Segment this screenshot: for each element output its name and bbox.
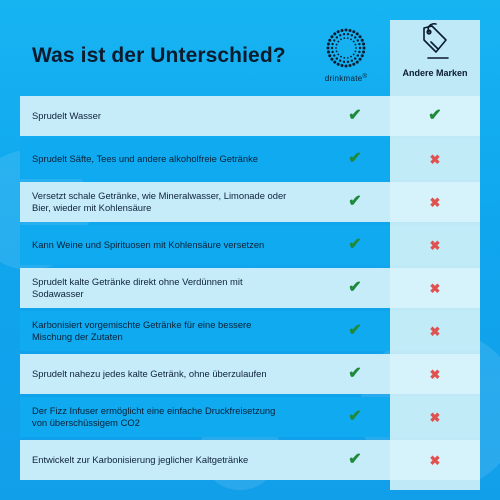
- drinkmate-cell: ✔: [320, 139, 390, 179]
- drinkmate-cell: ✔: [320, 268, 390, 308]
- check-icon: ✔: [348, 451, 362, 468]
- cross-icon: ✖: [429, 409, 441, 425]
- drinkmate-cell: ✔: [320, 225, 390, 265]
- check-icon: ✔: [348, 150, 362, 167]
- feature-text: Kann Weine und Spirituosen mit Kohlensäu…: [32, 239, 265, 250]
- drinkmate-cell: ✔: [320, 354, 390, 394]
- other-brands-label: Andere Marken: [402, 68, 468, 78]
- other-brands-cell: ✔: [390, 96, 480, 136]
- price-tag-icon: [423, 23, 449, 59]
- check-icon: ✔: [348, 408, 362, 425]
- other-brands-cell: ✖: [390, 139, 480, 179]
- drinkmate-brand-name: drinkmate®: [324, 74, 368, 83]
- cross-icon: ✖: [429, 151, 441, 167]
- cross-icon: ✖: [429, 452, 441, 468]
- feature-text: Sprudelt Wasser: [32, 110, 101, 121]
- table-row: Karbonisiert vorgemischte Getränke für e…: [20, 311, 480, 351]
- feature-text: Sprudelt Säfte, Tees und andere alkoholf…: [32, 153, 259, 164]
- cross-icon: ✖: [429, 366, 441, 382]
- table-row: Entwickelt zur Karbonisierung jeglicher …: [20, 440, 480, 480]
- other-brands-cell: ✖: [390, 182, 480, 222]
- table-row: Sprudelt nahezu jedes kalte Getränk, ohn…: [20, 354, 480, 394]
- feature-text: Karbonisiert vorgemischte Getränke für e…: [32, 319, 252, 342]
- feature-text: Entwickelt zur Karbonisierung jeglicher …: [32, 454, 249, 465]
- drinkmate-cell: ✔: [320, 397, 390, 437]
- check-icon: ✔: [348, 322, 362, 339]
- feature-text: Sprudelt nahezu jedes kalte Getränk, ohn…: [32, 368, 267, 379]
- drinkmate-cell: ✔: [320, 440, 390, 480]
- sparkle-ring-icon: [326, 28, 366, 68]
- cross-icon: ✖: [429, 194, 441, 210]
- check-icon: ✔: [348, 365, 362, 382]
- table-row: Sprudelt Wasser ✔ ✔: [20, 96, 480, 136]
- table-row: Sprudelt Säfte, Tees und andere alkoholf…: [20, 139, 480, 179]
- check-icon: ✔: [348, 107, 362, 124]
- check-icon: ✔: [348, 279, 362, 296]
- table-row: Der Fizz Infuser ermöglicht eine einfach…: [20, 397, 480, 437]
- drinkmate-cell: ✔: [320, 311, 390, 351]
- page-title: Was ist der Unterschied?: [32, 44, 286, 67]
- cross-icon: ✖: [429, 237, 441, 253]
- other-brands-cell: ✖: [390, 440, 480, 480]
- table-row: Kann Weine und Spirituosen mit Kohlensäu…: [20, 225, 480, 265]
- check-icon: ✔: [348, 236, 362, 253]
- feature-text: Versetzt schale Getränke, wie Mineralwas…: [32, 190, 287, 213]
- other-brands-cell: ✖: [390, 354, 480, 394]
- other-brands-cell: ✖: [390, 225, 480, 265]
- feature-text: Der Fizz Infuser ermöglicht eine einfach…: [32, 405, 276, 428]
- other-brands-cell: ✖: [390, 268, 480, 308]
- other-brands-cell: ✖: [390, 397, 480, 437]
- table-row: Sprudelt kalte Getränke direkt ohne Verd…: [20, 268, 480, 308]
- cross-icon: ✖: [429, 280, 441, 296]
- drinkmate-column-header: drinkmate®: [302, 22, 390, 94]
- check-icon: ✔: [428, 107, 442, 124]
- drinkmate-cell: ✔: [320, 96, 390, 136]
- drinkmate-cell: ✔: [320, 182, 390, 222]
- table-row: Versetzt schale Getränke, wie Mineralwas…: [20, 182, 480, 222]
- feature-text: Sprudelt kalte Getränke direkt ohne Verd…: [32, 276, 243, 299]
- other-brands-cell: ✖: [390, 311, 480, 351]
- cross-icon: ✖: [429, 323, 441, 339]
- check-icon: ✔: [348, 193, 362, 210]
- other-brands-column-header: Andere Marken: [390, 22, 480, 94]
